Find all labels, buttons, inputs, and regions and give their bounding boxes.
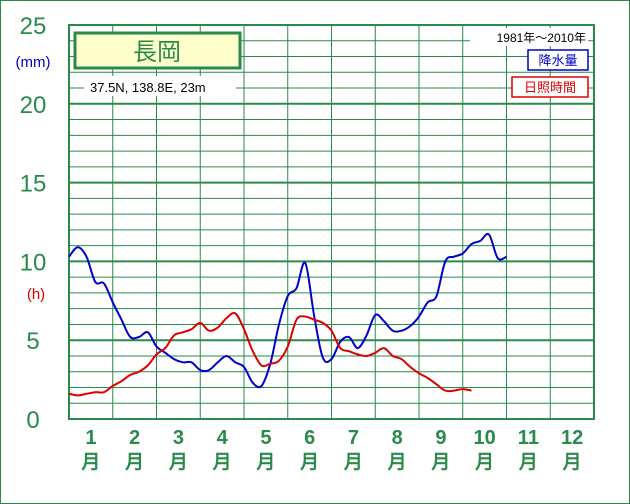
x-tick-month-unit: 月 [474, 452, 494, 473]
title-box [73, 31, 242, 70]
y-tick-labels: 0 5 10 15 20 25 [20, 13, 47, 434]
x-tick-month-number: 3 [173, 427, 184, 449]
x-tick-month-unit: 月 [299, 452, 319, 473]
location-bg [84, 76, 236, 96]
x-tick-month-number: 12 [561, 427, 583, 449]
x-tick-month-number: 4 [217, 427, 229, 449]
y-tick-label: 25 [20, 13, 47, 40]
x-tick-month-unit: 月 [212, 452, 232, 473]
x-tick-month-unit: 月 [430, 452, 450, 473]
station-location: 37.5N, 138.8E, 23m [90, 80, 206, 95]
y-tick-label: 20 [20, 92, 47, 119]
x-tick-month-unit: 月 [255, 452, 275, 473]
legend-sun [511, 76, 589, 98]
x-tick-month-number: 6 [304, 427, 315, 449]
x-tick-month-number: 9 [435, 427, 446, 449]
legend-sun-label: 日照時間 [524, 80, 576, 95]
x-tick-month-number: 8 [392, 427, 403, 449]
chart-grid [68, 24, 595, 420]
x-tick-month-unit: 月 [80, 452, 100, 473]
x-tick-month-unit: 月 [562, 452, 582, 473]
y-tick-label: 15 [20, 171, 47, 198]
station-name: 長岡 [133, 39, 181, 66]
x-tick-month-number: 2 [129, 427, 140, 449]
x-tick-month-number: 7 [348, 427, 359, 449]
x-tick-month-number: 1 [85, 427, 96, 449]
legend-precip-label: 降水量 [538, 53, 577, 68]
plot-border [68, 24, 595, 420]
unit-sun: (h) [27, 286, 45, 303]
period-bg [470, 28, 588, 46]
precip-line [68, 232, 507, 389]
y-tick-label: 0 [26, 407, 39, 434]
y-tick-label: 10 [20, 249, 47, 276]
x-tick-month-number: 5 [260, 427, 271, 449]
x-tick-month-number: 10 [474, 427, 496, 449]
x-tick-month-unit: 月 [343, 452, 363, 473]
x-tick-month-unit: 月 [387, 452, 407, 473]
x-tick-labels: 1 月 2 月 3 月 4 月 5 月 6 月 7 月 8 月 9 月 10 月 11 月 12 月 [80, 427, 583, 473]
unit-precip: (mm) [16, 54, 51, 71]
x-tick-month-number: 11 [518, 427, 539, 449]
sunshine-line [68, 311, 472, 397]
series-lines [68, 232, 507, 397]
x-tick-month-unit: 月 [124, 452, 144, 473]
legend-precip [527, 49, 589, 71]
y-tick-label: 5 [26, 328, 39, 355]
x-tick-month-unit: 月 [518, 452, 538, 473]
x-tick-month-unit: 月 [168, 452, 188, 473]
period-label: 1981年～2010年 [497, 31, 586, 45]
